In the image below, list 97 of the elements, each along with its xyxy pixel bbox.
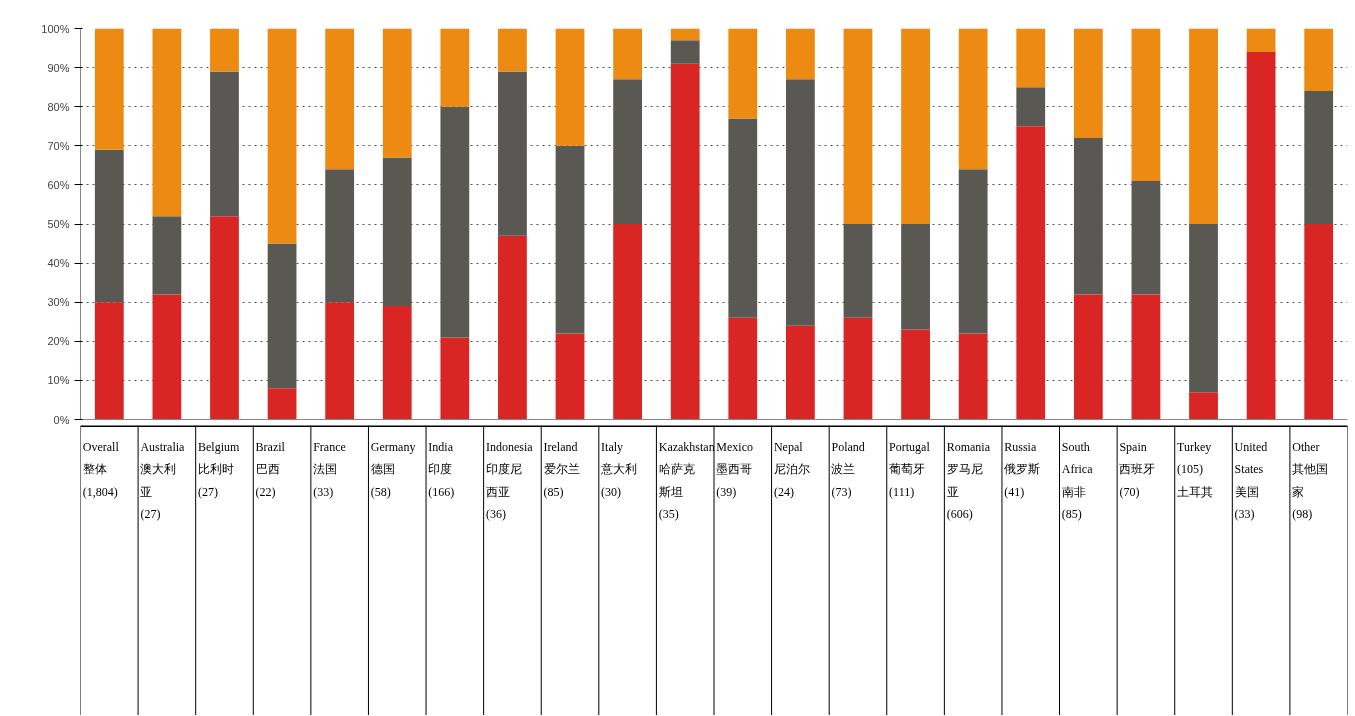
bar	[613, 224, 643, 420]
bar	[1304, 91, 1334, 224]
bar	[785, 28, 815, 80]
bar	[785, 325, 815, 420]
x-tick-label: South Africa 南非 (85)	[1061, 440, 1094, 522]
bar	[670, 40, 700, 64]
x-tick-label: Germany 德国 (58)	[370, 440, 416, 499]
x-tick-label: Kazakhstan 哈萨克斯坦 (35)	[658, 440, 715, 522]
bar	[1131, 180, 1161, 295]
bar	[382, 157, 412, 307]
bar	[613, 28, 643, 80]
bar	[901, 329, 930, 420]
bar	[1016, 126, 1046, 420]
x-tick-label: India 印度 (166)	[428, 440, 455, 499]
bar	[325, 302, 355, 420]
x-tick-label: Indonesia 印度尼西亚 (36)	[485, 440, 534, 522]
bar	[1189, 392, 1218, 420]
bar	[555, 333, 585, 420]
bar	[210, 216, 239, 420]
bar	[958, 333, 988, 420]
x-tick-label: United States 美国 (33)	[1234, 440, 1268, 522]
bar	[382, 28, 412, 158]
y-tick-label: 50%	[47, 218, 70, 230]
bar	[498, 28, 527, 72]
y-tick-label: 100%	[41, 22, 70, 35]
x-tick-label: Turkey (105) 土耳其	[1177, 440, 1214, 499]
y-tick-label: 40%	[47, 257, 70, 270]
bar	[1073, 28, 1103, 138]
bar	[785, 79, 815, 326]
x-tick-label: Romania 罗马尼亚 (606)	[946, 440, 991, 522]
bar	[728, 118, 758, 318]
bar	[325, 28, 355, 170]
y-tick-label: 70%	[47, 139, 70, 152]
bar	[1131, 294, 1161, 420]
bar	[440, 106, 470, 338]
y-tick-label: 0%	[53, 413, 70, 426]
x-tick-label: Portugal 葡萄牙 (111)	[889, 440, 931, 499]
bar	[210, 28, 239, 72]
y-tick-label: 60%	[47, 178, 70, 191]
bar	[1073, 137, 1103, 295]
y-tick-label: 30%	[47, 296, 70, 309]
bar	[440, 337, 470, 420]
bar	[152, 28, 182, 217]
bar	[555, 28, 585, 146]
bar	[843, 317, 873, 420]
x-tick-label: France 法国 (33)	[313, 440, 346, 499]
bar	[728, 28, 758, 119]
bar	[152, 216, 182, 295]
bar	[728, 317, 758, 420]
bar	[901, 28, 930, 224]
bar	[440, 28, 470, 107]
bar	[670, 28, 700, 41]
bar	[1016, 28, 1046, 88]
bar	[1246, 51, 1276, 420]
bar	[958, 169, 988, 334]
bar	[1016, 87, 1046, 127]
bar	[670, 63, 700, 420]
bar	[382, 306, 412, 420]
y-tick-label: 90%	[47, 61, 70, 74]
bar	[325, 169, 355, 303]
bar	[1131, 28, 1161, 181]
bar	[1304, 224, 1334, 420]
x-tick-label: Italy 意大利 (30)	[600, 440, 638, 499]
bar	[1304, 28, 1334, 92]
bar	[152, 294, 182, 420]
x-tick-label: Russia 俄罗斯 (41)	[1004, 440, 1041, 499]
x-tick-label: Ireland 爱尔兰 (85)	[543, 440, 580, 499]
x-tick-label: Spain 西班牙 (70)	[1119, 440, 1156, 499]
bar	[1073, 294, 1103, 420]
bar	[901, 224, 930, 330]
bar	[555, 145, 585, 334]
y-tick-label: 20%	[47, 335, 70, 348]
bar	[498, 71, 527, 236]
bar	[1189, 224, 1218, 393]
bar	[94, 28, 124, 150]
x-tick-label: Poland 波兰 (73)	[831, 440, 865, 499]
x-tick-label: Other 其他国家 (98)	[1292, 440, 1329, 522]
bar	[613, 79, 643, 224]
bar	[498, 235, 527, 420]
bar	[94, 302, 124, 420]
bar	[958, 28, 988, 170]
bar	[210, 71, 239, 217]
x-tick-label: Nepal 尼泊尔 (24)	[773, 440, 810, 499]
bar	[1189, 28, 1218, 224]
bar	[94, 149, 124, 303]
x-tick-label: Belgium 比利时 (27)	[197, 440, 240, 499]
bar	[843, 224, 873, 318]
x-tick-label: Brazil 巴西 (22)	[255, 440, 286, 499]
x-tick-label: Overall 整体 (1,804)	[82, 440, 120, 499]
x-tick-label: Australia 澳大利亚 (27)	[140, 440, 186, 522]
bar	[267, 388, 297, 420]
bar	[1246, 28, 1276, 52]
bar	[267, 28, 297, 244]
y-tick-label: 80%	[47, 100, 70, 113]
x-tick-label: Mexico 墨西哥 (39)	[716, 440, 753, 499]
bar	[843, 28, 873, 224]
y-tick-label: 10%	[47, 374, 70, 387]
